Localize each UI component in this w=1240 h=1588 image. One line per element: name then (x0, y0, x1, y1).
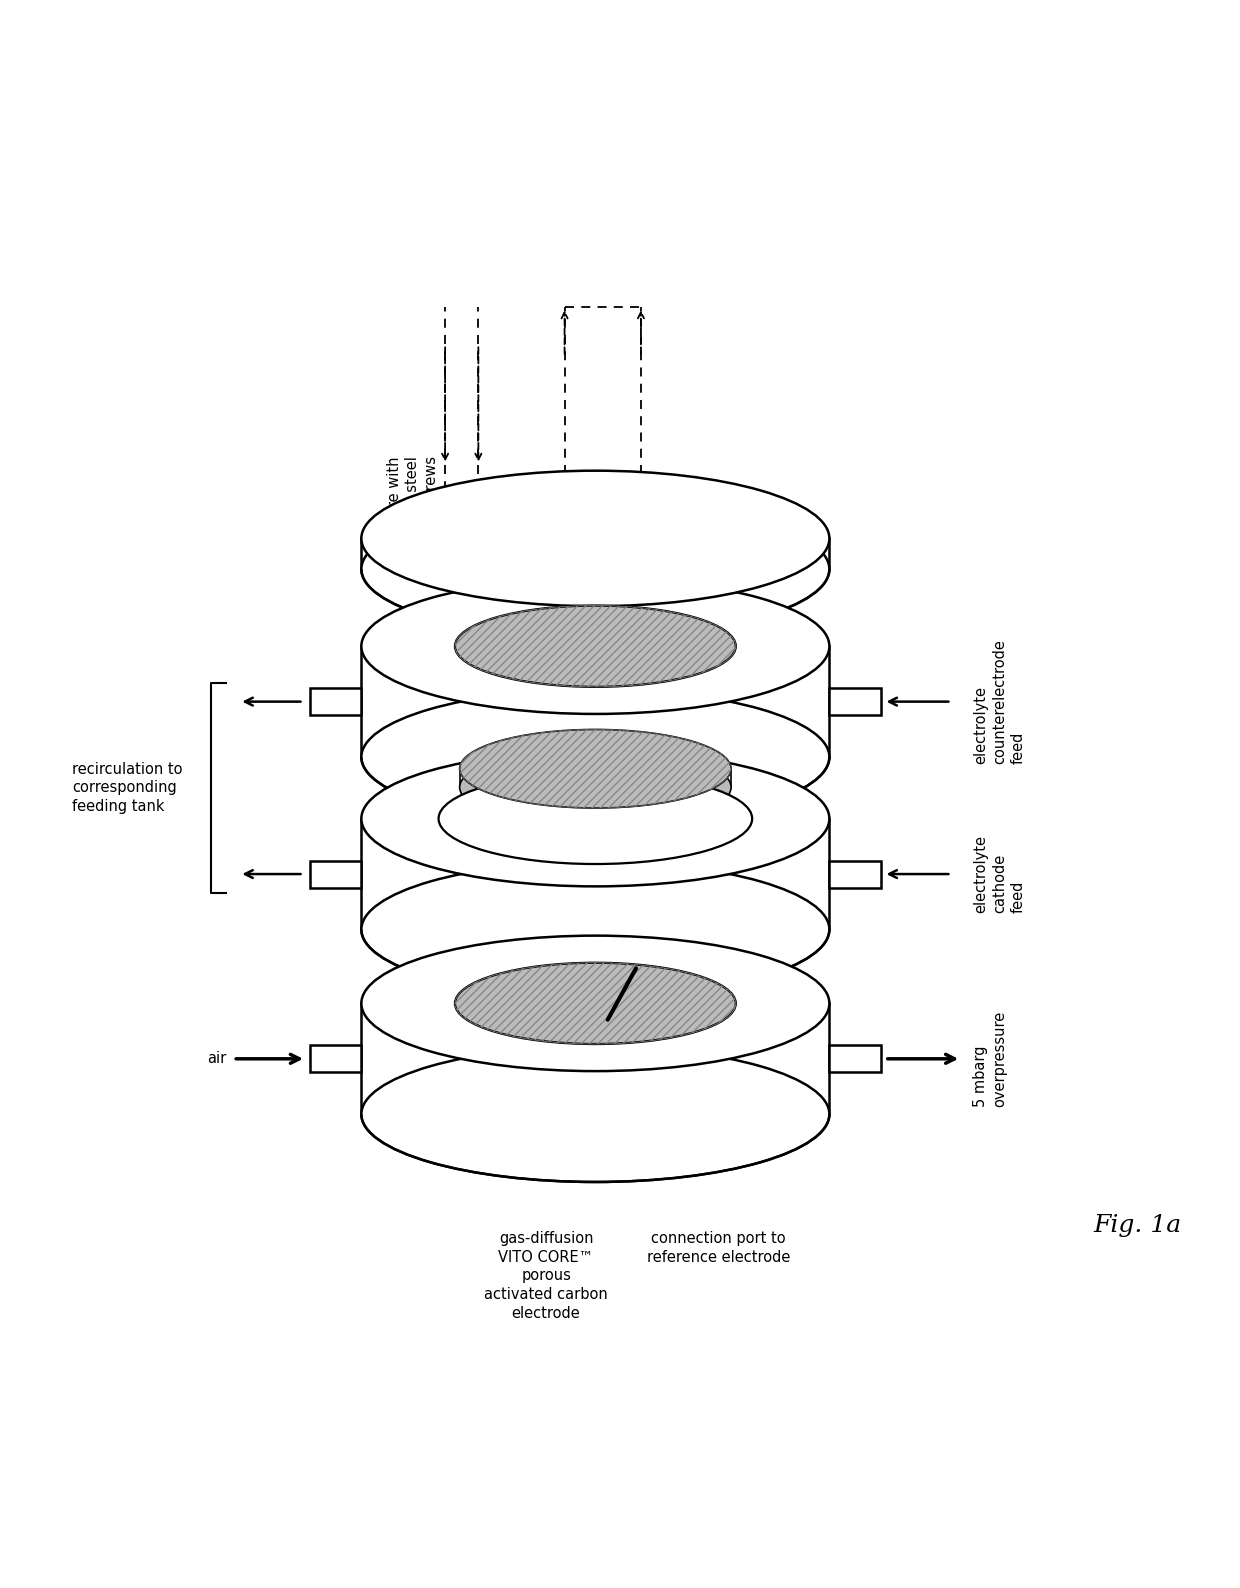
Polygon shape (361, 819, 830, 929)
Bar (830, 861, 882, 888)
Ellipse shape (460, 748, 732, 826)
Text: Fig. 1a: Fig. 1a (1094, 1213, 1182, 1237)
Polygon shape (460, 769, 732, 788)
Text: gas-diffusion
VITO CORE™
porous
activated carbon
electrode: gas-diffusion VITO CORE™ porous activate… (485, 1231, 608, 1321)
Text: electrolyte
counterelectrode
feed: electrolyte counterelectrode feed (973, 640, 1025, 764)
Ellipse shape (361, 935, 830, 1072)
Ellipse shape (361, 862, 830, 997)
Text: air: air (207, 1051, 227, 1066)
Ellipse shape (455, 962, 735, 1043)
Text: connection port to
reference electrode: connection port to reference electrode (647, 1231, 790, 1264)
Ellipse shape (361, 1046, 830, 1181)
Text: electrolyte
cathode
feed: electrolyte cathode feed (973, 835, 1025, 913)
Polygon shape (361, 1004, 830, 1115)
Text: 5 mbarg
overpressure: 5 mbarg overpressure (973, 1010, 1007, 1107)
Bar (310, 861, 361, 888)
Text: clossure with
stainless steel
wing bolt butterfly screws: clossure with stainless steel wing bolt … (387, 456, 439, 646)
Text: counterelectrode: counterelectrode (543, 521, 558, 646)
Ellipse shape (361, 578, 830, 715)
Polygon shape (361, 646, 830, 757)
Text: recirculation to
corresponding
feeding tank: recirculation to corresponding feeding t… (72, 762, 182, 815)
Text: ZIRFON®
separator: ZIRFON® separator (601, 575, 635, 646)
Ellipse shape (361, 470, 830, 607)
Ellipse shape (460, 729, 732, 808)
Bar (310, 1045, 361, 1072)
Bar (830, 1045, 882, 1072)
Ellipse shape (439, 773, 753, 864)
Ellipse shape (361, 502, 830, 637)
Polygon shape (361, 538, 830, 569)
Ellipse shape (361, 751, 830, 886)
Bar (310, 688, 361, 715)
Ellipse shape (455, 605, 735, 688)
Ellipse shape (361, 689, 830, 824)
Bar (830, 688, 882, 715)
